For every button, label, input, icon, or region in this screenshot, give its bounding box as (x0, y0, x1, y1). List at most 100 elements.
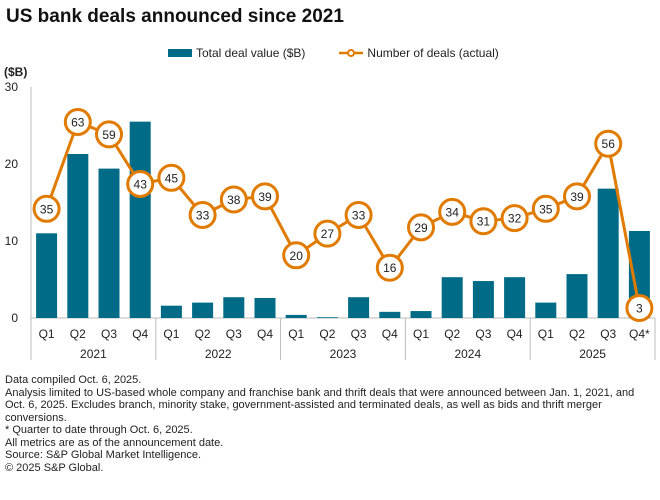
deal-count-label: 63 (71, 116, 85, 130)
deal-count-label: 43 (134, 178, 148, 192)
deal-count-marker (32, 194, 61, 223)
x-tick-label: Q3 (600, 327, 616, 341)
bar-deal-value (67, 153, 89, 318)
plot-area: ($B) 0 10 20 30 2021 2022 2023 2024 2025 Q1 Q2 Q3 Q4 Q… (4, 65, 656, 361)
year-label: 2024 (454, 347, 481, 361)
x-tick-label: Q1 (538, 327, 554, 341)
deal-count-label: 33 (352, 209, 366, 223)
x-tick-label: Q2 (444, 327, 460, 341)
note: Data compiled Oct. 6, 2025. (5, 374, 142, 386)
legend: Total deal value ($B) Number of deals (a… (168, 46, 499, 60)
deal-count-label: 29 (414, 221, 428, 235)
bar-deal-value (566, 274, 588, 318)
year-label: 2025 (579, 347, 606, 361)
chart-title: US bank deals announced since 2021 (6, 6, 344, 27)
bar-deal-value (472, 281, 494, 318)
y-axis-label: ($B) (4, 65, 27, 79)
deal-count-marker (531, 194, 560, 223)
bar-deal-value (441, 277, 463, 318)
bar-deal-value (504, 277, 526, 318)
deal-count-label: 32 (508, 212, 522, 226)
deal-count-label: 56 (602, 137, 616, 151)
note: Analysis limited to US-based whole compa… (5, 386, 635, 424)
bar-deal-value (597, 188, 619, 318)
year-label: 2021 (80, 347, 107, 361)
deal-count-label: 16 (383, 261, 397, 275)
bar-deal-value (285, 314, 307, 318)
legend-item-number-of-deals: Number of deals (actual) (339, 46, 499, 60)
x-tick-label: Q2 (70, 327, 86, 341)
x-tick-label: Q3 (101, 327, 117, 341)
legend-item-deal-value: Total deal value ($B) (168, 46, 305, 60)
x-tick-label: Q4 (507, 327, 523, 341)
x-tick-label: Q1 (163, 327, 179, 341)
deal-count-label: 27 (321, 227, 335, 241)
deal-count-label: 39 (258, 190, 272, 204)
x-tick-label: Q1 (39, 327, 55, 341)
bar-deal-value (160, 305, 182, 318)
bar-deal-value (535, 302, 557, 318)
deal-count-marker (313, 219, 342, 248)
deal-count-marker (219, 185, 248, 214)
deal-count-marker (126, 170, 155, 198)
legend-label: Total deal value ($B) (196, 46, 306, 60)
x-tick-label: Q4 (257, 327, 273, 341)
x-tick-label: Q3 (226, 327, 242, 341)
legend-swatch-bar (168, 49, 192, 57)
bar-deal-value (129, 121, 151, 319)
deal-count-marker (375, 253, 404, 282)
x-tick-label: Q2 (195, 327, 211, 341)
x-tick-label: Q4* (629, 327, 650, 341)
deal-count-marker (594, 129, 623, 158)
deal-count-marker (157, 163, 186, 192)
x-tick-label: Q4 (132, 327, 148, 341)
y-tick-label: 20 (5, 157, 19, 171)
deal-count-label: 3 (636, 302, 643, 316)
legend-swatch-line (339, 49, 364, 57)
deal-count-marker (438, 197, 467, 226)
footnotes: Data compiled Oct. 6, 2025. Analysis lim… (5, 374, 655, 474)
x-tick-label: Q2 (319, 327, 335, 341)
y-tick-label: 0 (11, 311, 18, 325)
note: Source: S&P Global Market Intelligence. (5, 449, 202, 461)
note: © 2025 S&P Global. (5, 461, 104, 474)
deal-count-label: 59 (102, 128, 116, 142)
bar-deal-value (192, 302, 214, 318)
bar-deal-value (98, 168, 120, 318)
deal-count-label: 35 (40, 202, 54, 216)
deal-count-label: 34 (446, 205, 460, 219)
deal-count-marker (407, 213, 435, 242)
x-tick-label: Q4 (382, 327, 398, 341)
bar-deal-value (348, 297, 370, 318)
deal-count-marker (344, 201, 373, 229)
deal-count-marker (282, 241, 311, 270)
deal-count-label: 20 (290, 249, 304, 263)
note: All metrics are as of the announcement d… (5, 436, 224, 449)
deal-count-label: 45 (165, 171, 179, 185)
y-tick-label: 30 (5, 80, 19, 94)
deal-count-marker (63, 108, 92, 136)
deal-count-label: 35 (539, 202, 553, 216)
deal-count-marker (95, 120, 123, 149)
bar-deal-value (254, 297, 276, 318)
bar-deal-value (379, 311, 401, 318)
deal-count-marker (625, 294, 654, 322)
deal-count-marker (563, 182, 591, 211)
x-tick-label: Q2 (569, 327, 585, 341)
bar-deal-value (316, 317, 338, 318)
bar-deal-value (410, 311, 432, 318)
deal-count-marker (188, 201, 217, 229)
year-label: 2023 (330, 347, 357, 361)
deal-count-label: 39 (570, 190, 584, 204)
deal-count-label: 33 (196, 209, 210, 223)
deal-count-label: 38 (227, 193, 241, 207)
x-tick-label: Q1 (288, 327, 304, 341)
note: * Quarter to date through Oct. 6, 2025. (5, 424, 193, 436)
x-tick-label: Q1 (413, 327, 429, 341)
year-label: 2022 (205, 347, 232, 361)
x-tick-label: Q3 (351, 327, 367, 341)
bar-deal-value (36, 233, 58, 318)
deal-count-marker (500, 204, 529, 233)
x-tick-label: Q3 (475, 327, 491, 341)
bar-deal-value (223, 297, 245, 318)
